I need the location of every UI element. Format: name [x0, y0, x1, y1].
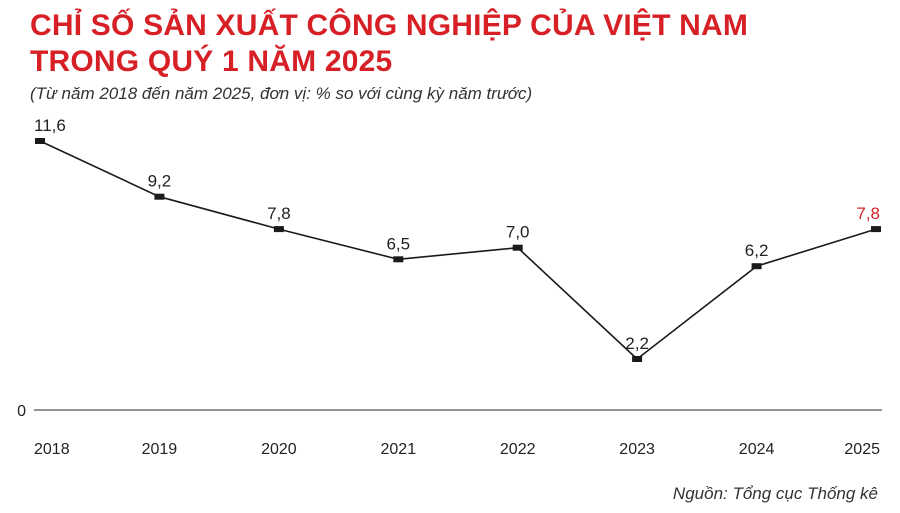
- data-label-2019: 9,2: [148, 172, 172, 191]
- data-label-2022: 7,0: [506, 223, 530, 242]
- x-tick-2022: 2022: [500, 441, 536, 458]
- chart-title: CHỈ SỐ SẢN XUẤT CÔNG NGHIỆP CỦA VIỆT NAM…: [30, 8, 748, 80]
- y-tick-zero: 0: [17, 403, 26, 420]
- source-note: Nguồn: Tổng cục Thống kê: [672, 484, 878, 503]
- data-point-2021: [393, 256, 404, 263]
- data-label-2024: 6,2: [745, 241, 769, 260]
- x-tick-2024: 2024: [739, 441, 775, 458]
- data-point-2018: [35, 138, 45, 144]
- x-tick-2020: 2020: [261, 441, 297, 458]
- data-label-2020: 7,8: [267, 204, 291, 223]
- chart-subtitle: (Từ năm 2018 đến năm 2025, đơn vị: % so …: [30, 84, 533, 103]
- data-point-2025: [871, 226, 881, 233]
- data-points: [35, 138, 881, 362]
- x-tick-2019: 2019: [142, 441, 178, 458]
- data-label-2023: 2,2: [625, 334, 649, 353]
- data-point-2022: [512, 244, 523, 251]
- data-point-2019: [154, 193, 165, 200]
- chart-title-line-1: CHỈ SỐ SẢN XUẤT CÔNG NGHIỆP CỦA VIỆT NAM: [30, 9, 749, 42]
- x-tick-2018: 2018: [34, 441, 70, 458]
- data-point-2024: [751, 263, 762, 270]
- data-labels: 11,6 9,2 7,8 6,5 7,0 2,2 6,2 7,8: [34, 116, 880, 353]
- data-label-2021: 6,5: [386, 234, 410, 253]
- data-label-2025: 7,8: [856, 204, 880, 223]
- data-point-2023: [632, 356, 643, 362]
- x-tick-2021: 2021: [381, 441, 417, 458]
- series-line: [39, 140, 877, 361]
- x-tick-2023: 2023: [619, 441, 655, 458]
- x-tick-labels: 2018 2019 2020 2021 2022 2023 2024 2025: [34, 441, 880, 458]
- chart-title-line-2: TRONG QUÝ 1 NĂM 2025: [30, 45, 393, 78]
- x-tick-2025: 2025: [844, 441, 880, 458]
- data-label-2018: 11,6: [34, 116, 66, 135]
- data-point-2020: [273, 226, 284, 233]
